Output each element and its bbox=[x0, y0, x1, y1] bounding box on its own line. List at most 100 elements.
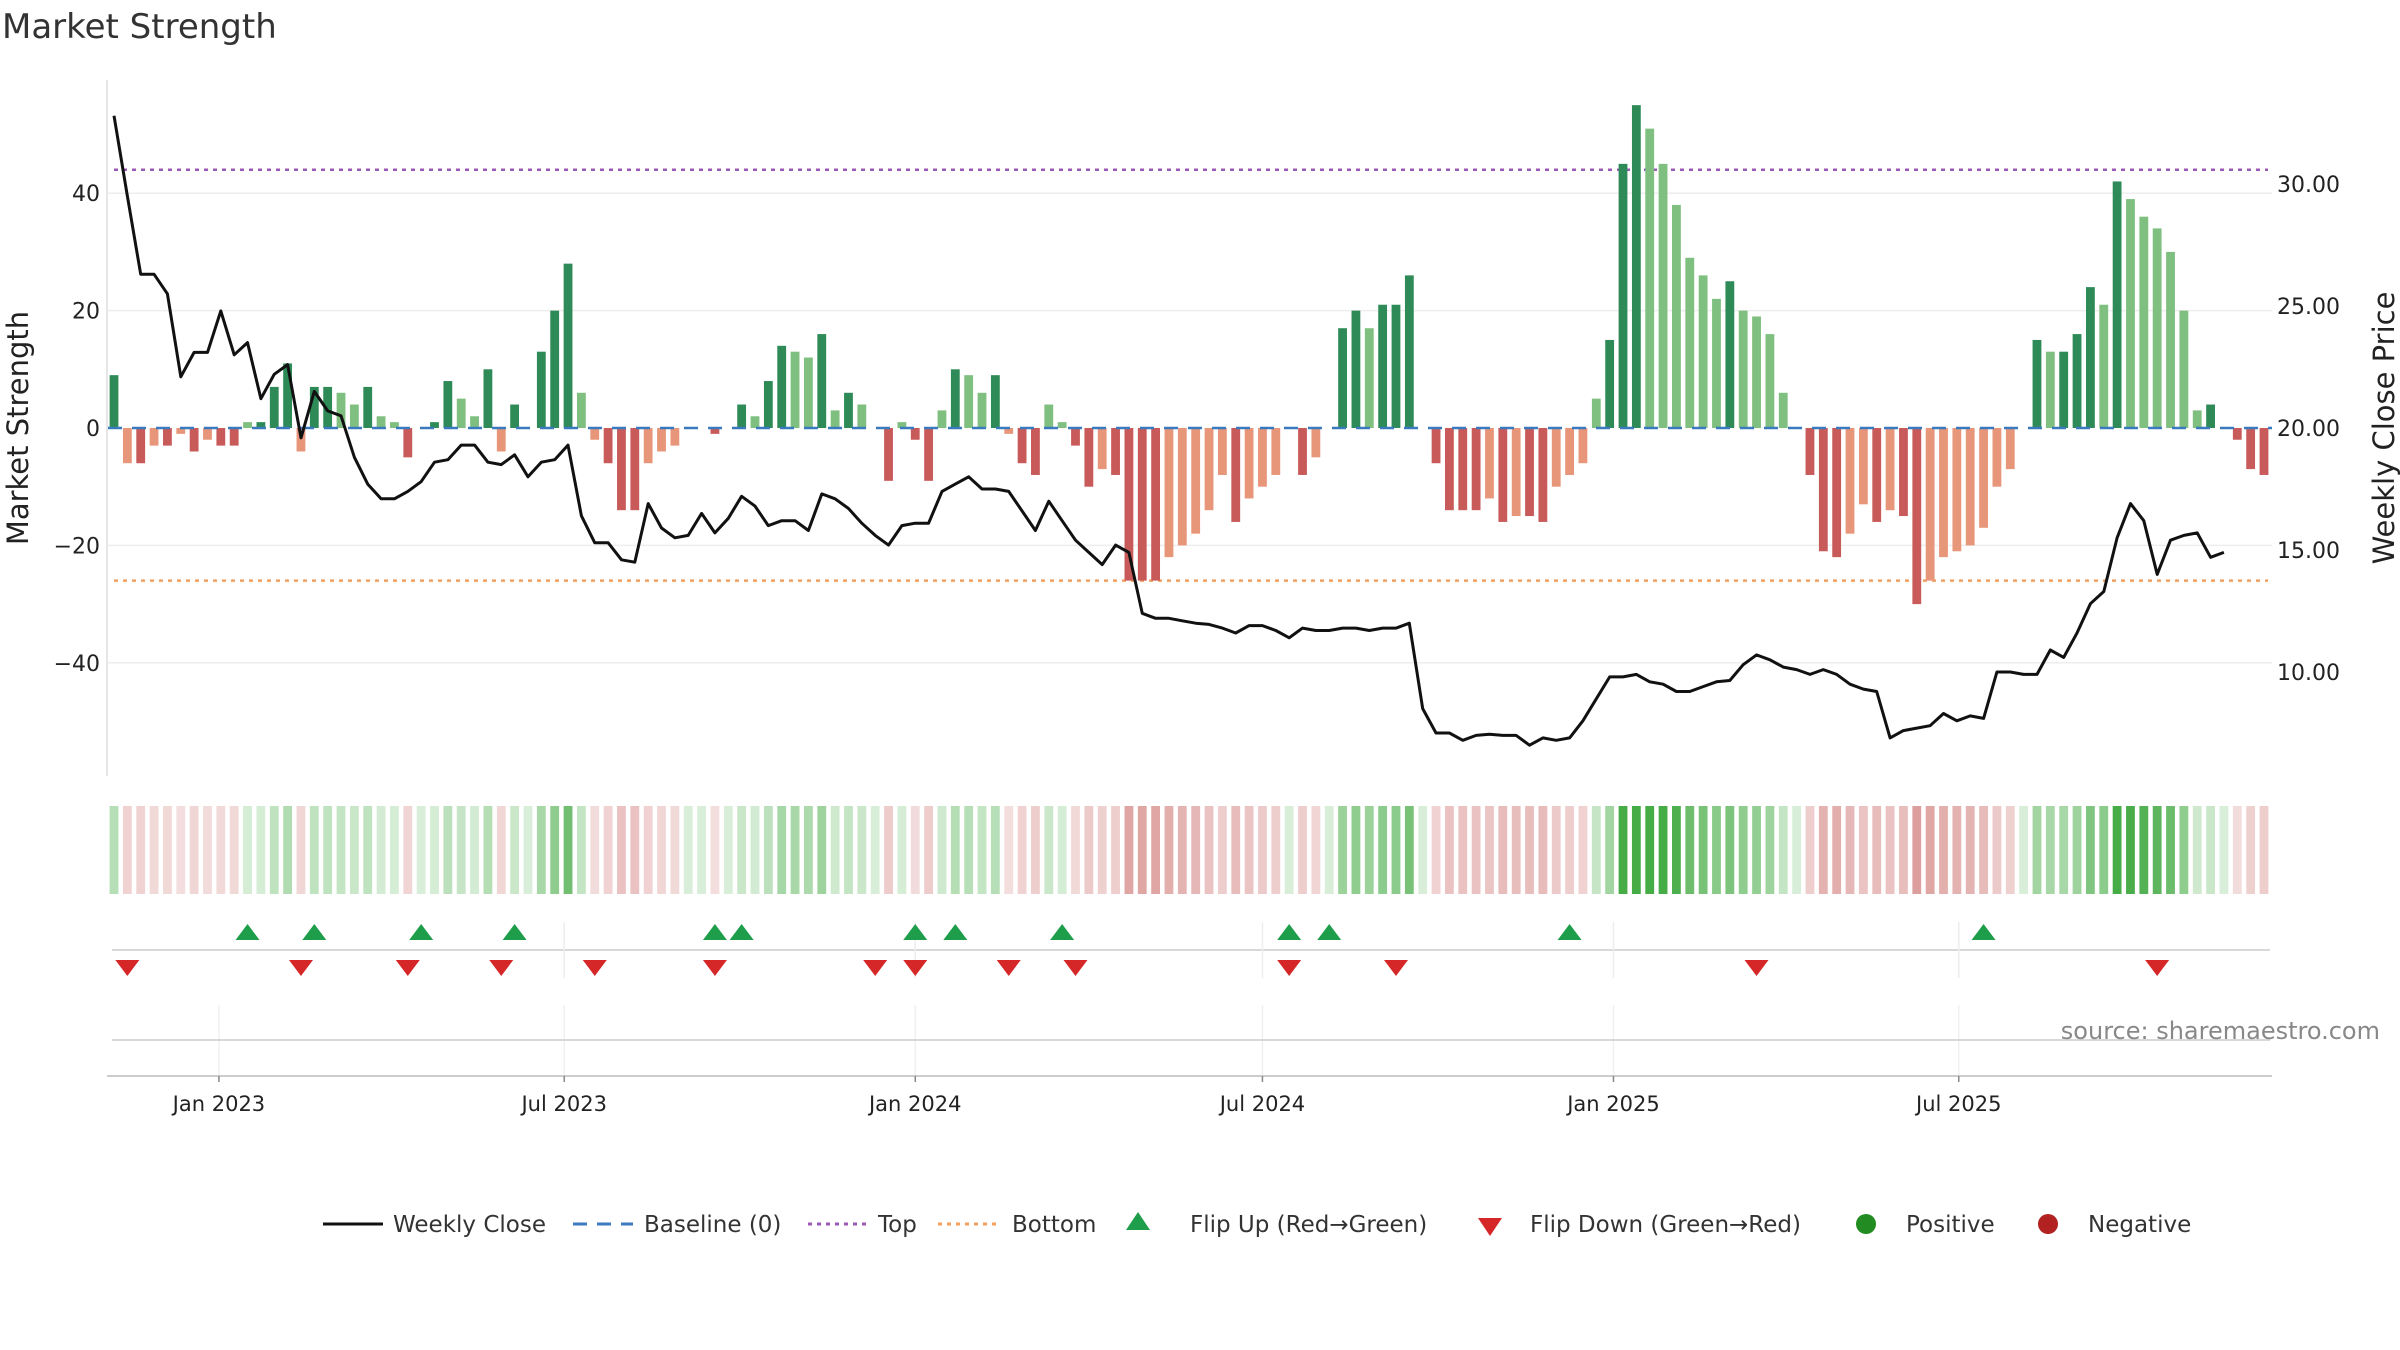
heat-cell bbox=[617, 806, 626, 894]
legend-label-flip-down: Flip Down (Green→Red) bbox=[1530, 1212, 1801, 1238]
heat-cell bbox=[149, 806, 159, 894]
strength-bar bbox=[403, 428, 413, 458]
strength-bar bbox=[1912, 428, 1922, 605]
heat-cell bbox=[1511, 806, 1521, 894]
right-axis-label: Weekly Close Price bbox=[2367, 292, 2400, 565]
heat-cell bbox=[1485, 806, 1494, 894]
heat-cell bbox=[1778, 806, 1788, 894]
strength-bar bbox=[1431, 428, 1441, 464]
strength-bar bbox=[176, 428, 186, 434]
strength-bar bbox=[296, 428, 306, 452]
strength-bar bbox=[990, 375, 1000, 428]
flip-down-marker bbox=[2145, 960, 2170, 976]
heat-cell bbox=[1258, 806, 1267, 894]
heat-cell bbox=[403, 806, 413, 894]
heat-cell bbox=[1832, 806, 1842, 894]
heat-cell bbox=[2005, 806, 2015, 894]
legend-label-close: Weekly Close bbox=[393, 1212, 546, 1238]
strength-bar bbox=[149, 428, 159, 446]
left-tick-label: −20 bbox=[54, 534, 100, 559]
date-tick-label: Jul 2025 bbox=[1914, 1092, 2001, 1116]
legend-label-baseline: Baseline (0) bbox=[644, 1212, 781, 1238]
heat-cell bbox=[1204, 806, 1214, 894]
heat-cell bbox=[363, 806, 373, 894]
heat-cell bbox=[1551, 806, 1561, 894]
heat-cell bbox=[430, 806, 439, 894]
strength-bar bbox=[1538, 428, 1548, 522]
heat-cell bbox=[1071, 806, 1080, 894]
heat-cell bbox=[683, 806, 693, 894]
heat-cell bbox=[203, 806, 212, 894]
flip-up-marker bbox=[1557, 924, 1582, 940]
left-axis-ticks: 40 20 0 −20 −40 bbox=[54, 182, 100, 677]
strength-bar bbox=[1071, 428, 1080, 446]
heat-cell bbox=[1284, 806, 1294, 894]
heat-cell bbox=[296, 806, 306, 894]
strength-bar bbox=[2259, 428, 2269, 475]
heat-cell bbox=[2085, 806, 2095, 894]
heat-cell bbox=[723, 806, 733, 894]
strength-bar bbox=[1351, 310, 1361, 428]
legend-item-flip-up: Flip Up (Red→Green) bbox=[1126, 1212, 1427, 1238]
heat-cell bbox=[563, 806, 573, 894]
left-tick-label: 40 bbox=[72, 182, 100, 207]
heat-cell bbox=[897, 806, 907, 894]
flip-up-marker bbox=[1277, 924, 1302, 940]
strength-bar bbox=[456, 398, 466, 428]
strength-bar bbox=[1084, 428, 1094, 487]
strength-bar bbox=[1458, 428, 1468, 511]
flip-down-marker bbox=[702, 960, 727, 976]
flip-up-marker bbox=[1971, 924, 1996, 940]
heat-cell bbox=[1498, 806, 1508, 894]
heat-cell bbox=[870, 806, 880, 894]
left-axis-label: Market Strength bbox=[1, 311, 35, 545]
heat-cell bbox=[2032, 806, 2042, 894]
heat-cell bbox=[1351, 806, 1361, 894]
strength-bar bbox=[1204, 428, 1214, 511]
heat-cell bbox=[910, 806, 920, 894]
heat-cell bbox=[510, 806, 520, 894]
strength-bar bbox=[243, 422, 252, 428]
source-credit: source: sharemaestro.com bbox=[2061, 1017, 2380, 1045]
strength-bar bbox=[2072, 334, 2082, 428]
heat-cell bbox=[176, 806, 186, 894]
strength-bar bbox=[390, 422, 399, 428]
heat-cell bbox=[1124, 806, 1134, 894]
legend-item-positive: Positive bbox=[1856, 1212, 1995, 1238]
strength-bar bbox=[2166, 251, 2175, 428]
strength-bar bbox=[1511, 428, 1521, 517]
strength-bar bbox=[550, 310, 560, 428]
heat-cell bbox=[1538, 806, 1548, 894]
strength-bar bbox=[1057, 422, 1067, 428]
heat-cell bbox=[1899, 806, 1908, 894]
heat-cell bbox=[1244, 806, 1254, 894]
strength-heat-strip bbox=[109, 806, 2269, 894]
heat-cell bbox=[1792, 806, 1802, 894]
strength-bar bbox=[1258, 428, 1267, 487]
heat-cell bbox=[336, 806, 346, 894]
heat-cell bbox=[2166, 806, 2175, 894]
legend-item-bottom: Bottom bbox=[938, 1212, 1096, 1238]
flip-up-marker bbox=[1317, 924, 1342, 940]
strength-bar bbox=[1965, 428, 1975, 546]
strength-bar bbox=[1097, 428, 1107, 470]
heat-cell bbox=[2126, 806, 2135, 894]
heat-cell bbox=[1338, 806, 1347, 894]
heat-cell bbox=[1858, 806, 1868, 894]
heat-cell bbox=[2112, 806, 2122, 894]
heat-cell bbox=[1017, 806, 1027, 894]
strength-bar bbox=[1578, 428, 1588, 464]
strength-bar bbox=[1939, 428, 1948, 558]
strength-bar bbox=[2112, 181, 2122, 428]
strength-bar bbox=[1498, 428, 1508, 522]
heat-cell bbox=[269, 806, 279, 894]
heat-cell bbox=[1177, 806, 1187, 894]
heat-cell bbox=[1805, 806, 1815, 894]
heat-cell bbox=[937, 806, 947, 894]
right-tick-label: 30.00 bbox=[2277, 173, 2340, 198]
heat-cell bbox=[2099, 806, 2109, 894]
heat-cell bbox=[924, 806, 934, 894]
strength-bar bbox=[2085, 287, 2095, 428]
strength-bar bbox=[1925, 428, 1935, 581]
